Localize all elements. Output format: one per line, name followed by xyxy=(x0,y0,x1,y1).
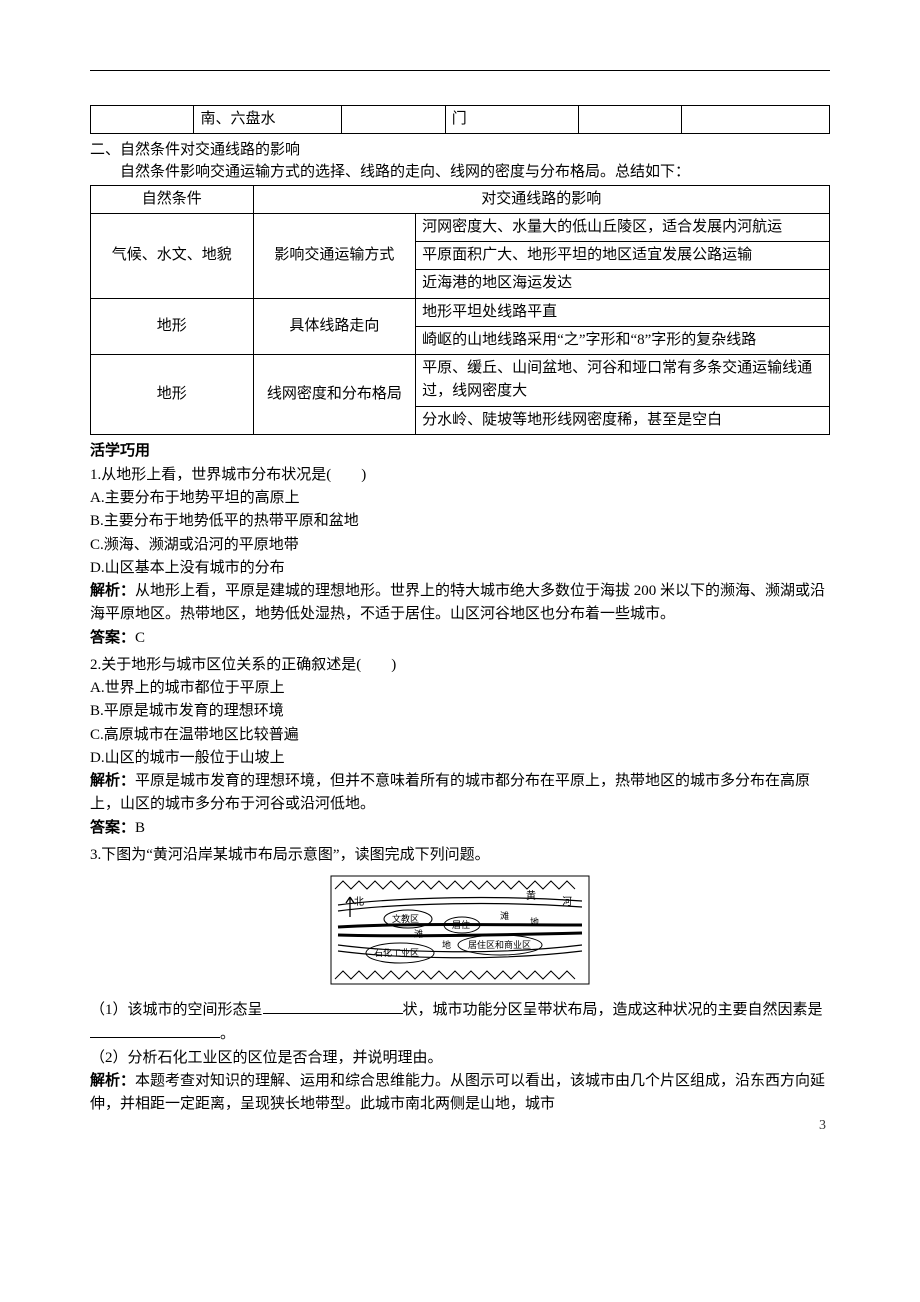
q3-stem: 3.下图为“黄河沿岸某城市布局示意图”，读图完成下列问题。 xyxy=(90,844,830,867)
cell: 地形 xyxy=(91,355,254,435)
th-cond: 自然条件 xyxy=(91,185,254,213)
q2-answer: 答案：B xyxy=(90,817,830,840)
q1-stem: 1.从地形上看，世界城市分布状况是( ) xyxy=(90,464,830,487)
di-label: 地 xyxy=(530,916,539,927)
section2-title: 二、自然条件对交通线路的影响 xyxy=(90,138,830,159)
answer-label: 答案： xyxy=(90,820,135,836)
q2-optC: C.高原城市在温带地区比较普遍 xyxy=(90,724,830,747)
q3-figure: 北 黄 河 文教区 居住 滩 地 滩 地 石化工业区 居住区和商业区 xyxy=(90,875,830,990)
blank-field xyxy=(263,998,403,1014)
answer-label: 答案： xyxy=(90,630,135,646)
q2-optB: B.平原是城市发育的理想环境 xyxy=(90,700,830,723)
di-label-2: 地 xyxy=(442,939,451,950)
huang-label: 黄 xyxy=(526,889,536,902)
q2-optD: D.山区的城市一般位于山坡上 xyxy=(90,747,830,770)
q3-analysis: 解析：本题考查对知识的理解、运用和综合思维能力。从图示可以看出，该城市由几个片区… xyxy=(90,1070,830,1117)
q2-analysis: 解析：平原是城市发育的理想环境，但并不意味着所有的城市都分布在平原上，热带地区的… xyxy=(90,770,830,817)
table-row: 地形 具体线路走向 地形平坦处线路平直 xyxy=(91,298,830,326)
cell: 河网密度大、水量大的低山丘陵区，适合发展内河航运 xyxy=(416,213,830,241)
juzhu-label: 居住 xyxy=(452,919,470,930)
section2-intro: 自然条件影响交通运输方式的选择、线路的走向、线网的密度与分布格局。总结如下： xyxy=(90,161,830,184)
cell: 平原、缓丘、山间盆地、河谷和垭口常有多条交通运输线通过，线网密度大 xyxy=(416,355,830,407)
map-diagram: 北 黄 河 文教区 居住 滩 地 滩 地 石化工业区 居住区和商业区 xyxy=(330,875,590,985)
cell: 近海港的地区海运发达 xyxy=(416,270,830,298)
q3-sub1-b: 状，城市功能分区呈带状布局，造成这种状况的主要自然因素是 xyxy=(403,1002,823,1018)
analysis-label: 解析： xyxy=(90,583,135,599)
q2-stem: 2.关于地形与城市区位关系的正确叙述是( ) xyxy=(90,654,830,677)
practice-title: 活学巧用 xyxy=(90,439,830,460)
north-label: 北 xyxy=(354,896,364,908)
q1-optC: C.濒海、濒湖或沿河的平原地带 xyxy=(90,534,830,557)
he-label: 河 xyxy=(562,896,572,908)
cell: 地形 xyxy=(91,298,254,355)
wenjiao-label: 文教区 xyxy=(392,913,419,924)
table-row: 南、六盘水 门 xyxy=(91,106,830,134)
analysis-text: 从地形上看，平原是建城的理想地形。世界上的特大城市绝大多数位于海拔 200 米以… xyxy=(90,583,825,622)
cell: 地形平坦处线路平直 xyxy=(416,298,830,326)
cell: 气候、水文、地貌 xyxy=(91,213,254,298)
tan-label: 滩 xyxy=(500,910,509,921)
answer-text: B xyxy=(135,820,145,836)
analysis-label: 解析： xyxy=(90,1073,135,1089)
th-effect: 对交通线路的影响 xyxy=(253,185,829,213)
cell: 南、六盘水 xyxy=(194,106,342,134)
q1-optA: A.主要分布于地势平坦的高原上 xyxy=(90,487,830,510)
analysis-text: 平原是城市发育的理想环境，但并不意味着所有的城市都分布在平原上，热带地区的城市多… xyxy=(90,773,810,812)
analysis-label: 解析： xyxy=(90,773,135,789)
cell: 门 xyxy=(445,106,578,134)
analysis-text: 本题考查对知识的理解、运用和综合思维能力。从图示可以看出，该城市由几个片区组成，… xyxy=(90,1073,825,1112)
q1-answer: 答案：C xyxy=(90,627,830,650)
cell: 线网密度和分布格局 xyxy=(253,355,416,435)
shihua-label: 石化工业区 xyxy=(374,947,419,958)
table-row: 自然条件 对交通线路的影响 xyxy=(91,185,830,213)
tan-label-2: 滩 xyxy=(414,928,423,939)
q1-optD: D.山区基本上没有城市的分布 xyxy=(90,557,830,580)
juzhu-shangye-label: 居住区和商业区 xyxy=(468,939,531,950)
cell xyxy=(342,106,445,134)
q3-sub1: （1）该城市的空间形态呈 状，城市功能分区呈带状布局，造成这种状况的主要自然因素是… xyxy=(90,998,830,1047)
q2-optA: A.世界上的城市都位于平原上 xyxy=(90,677,830,700)
q1-optB: B.主要分布于地势低平的热带平原和盆地 xyxy=(90,510,830,533)
cell xyxy=(91,106,194,134)
cell: 影响交通运输方式 xyxy=(253,213,416,298)
cell: 具体线路走向 xyxy=(253,298,416,355)
table-row: 地形 线网密度和分布格局 平原、缓丘、山间盆地、河谷和垭口常有多条交通运输线通过… xyxy=(91,355,830,407)
cell: 平原面积广大、地形平坦的地区适宜发展公路运输 xyxy=(416,242,830,270)
q3-sub1-a: （1）该城市的空间形态呈 xyxy=(90,1002,263,1018)
cell: 崎岖的山地线路采用“之”字形和“8”字形的复杂线路 xyxy=(416,326,830,354)
answer-text: C xyxy=(135,630,145,646)
top-fragment-table: 南、六盘水 门 xyxy=(90,105,830,134)
blank-field xyxy=(90,1022,220,1038)
cell: 分水岭、陡坡等地形线网密度稀，甚至是空白 xyxy=(416,406,830,434)
cell xyxy=(578,106,681,134)
cell xyxy=(682,106,830,134)
page-number: 3 xyxy=(819,1118,826,1134)
q3-sub2: （2）分析石化工业区的区位是否合理，并说明理由。 xyxy=(90,1047,830,1070)
section2-table: 自然条件 对交通线路的影响 气候、水文、地貌 影响交通运输方式 河网密度大、水量… xyxy=(90,185,830,435)
q1-analysis: 解析：从地形上看，平原是建城的理想地形。世界上的特大城市绝大多数位于海拔 200… xyxy=(90,580,830,627)
q3-sub1-c: 。 xyxy=(220,1026,235,1042)
table-row: 气候、水文、地貌 影响交通运输方式 河网密度大、水量大的低山丘陵区，适合发展内河… xyxy=(91,213,830,241)
top-rule xyxy=(90,70,830,71)
